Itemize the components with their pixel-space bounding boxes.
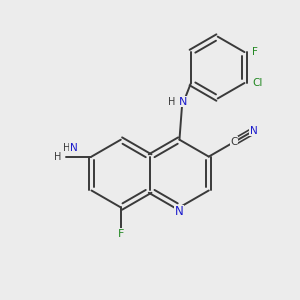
Text: N: N — [70, 143, 78, 153]
Text: F: F — [118, 229, 124, 239]
Text: N: N — [179, 97, 188, 106]
Text: H: H — [168, 97, 176, 106]
Text: F: F — [252, 47, 258, 57]
Text: N: N — [175, 205, 184, 218]
Text: N: N — [250, 126, 257, 136]
Text: H: H — [54, 152, 61, 162]
Text: H: H — [63, 143, 70, 153]
Text: Cl: Cl — [253, 78, 263, 88]
Text: C: C — [231, 137, 238, 147]
